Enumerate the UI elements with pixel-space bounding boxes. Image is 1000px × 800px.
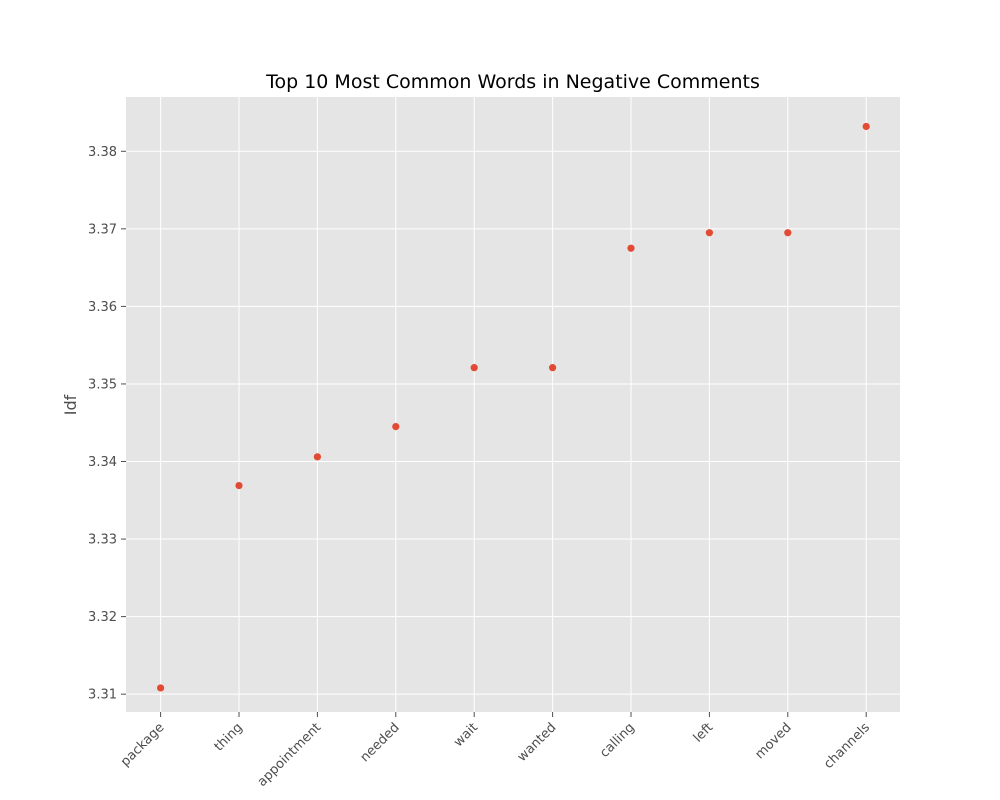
data-point bbox=[862, 122, 870, 131]
y-tick-label: 3.38 bbox=[88, 145, 117, 160]
data-point bbox=[627, 244, 635, 252]
y-tick-label: 3.34 bbox=[88, 455, 117, 470]
y-tick-label: 3.33 bbox=[88, 533, 117, 548]
data-point bbox=[470, 364, 478, 372]
data-point bbox=[235, 481, 243, 490]
axis-ticks bbox=[121, 150, 867, 717]
data-point bbox=[705, 229, 714, 237]
y-tick-label: 3.37 bbox=[88, 222, 117, 237]
data-points bbox=[157, 122, 870, 692]
data-point bbox=[157, 684, 165, 692]
chart-title: Top 10 Most Common Words in Negative Com… bbox=[265, 71, 760, 93]
x-tick-label: appointment bbox=[255, 720, 325, 790]
data-point bbox=[784, 229, 792, 237]
y-tick-label: 3.35 bbox=[88, 377, 117, 392]
data-point bbox=[549, 364, 557, 372]
data-point bbox=[313, 453, 321, 461]
x-tick-label: thing bbox=[212, 720, 246, 754]
x-tick-label: moved bbox=[753, 720, 795, 762]
y-tick-labels: 3.31 3.32 3.33 3.34 3.35 3.36 3.37 3.38 bbox=[88, 145, 117, 703]
grid-lines bbox=[126, 97, 900, 712]
plot-area bbox=[126, 97, 900, 712]
x-tick-label: wait bbox=[451, 720, 481, 750]
x-tick-labels: package thing appointment needed wait wanted c… bbox=[118, 720, 873, 790]
x-tick-label: channels bbox=[821, 720, 873, 772]
x-tick-label: calling bbox=[597, 720, 638, 761]
y-tick-label: 3.36 bbox=[88, 300, 117, 315]
data-point bbox=[392, 423, 400, 431]
x-tick-label: left bbox=[691, 720, 717, 746]
x-tick-label: package bbox=[118, 720, 167, 769]
y-axis-label: Idf bbox=[61, 394, 80, 415]
x-tick-label: wanted bbox=[515, 720, 560, 765]
x-tick-label: needed bbox=[358, 720, 403, 765]
y-tick-label: 3.31 bbox=[88, 688, 117, 703]
y-tick-label: 3.32 bbox=[88, 610, 117, 625]
